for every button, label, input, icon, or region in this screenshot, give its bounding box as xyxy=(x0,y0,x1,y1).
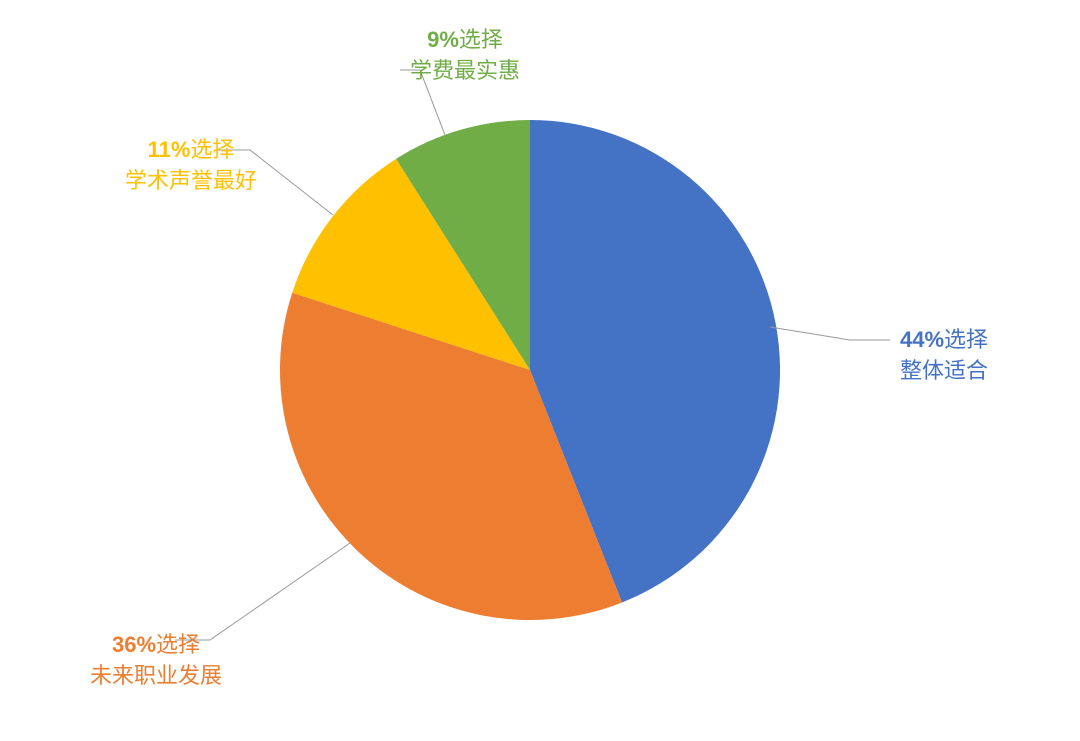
slice-label-line1: 11%选择 xyxy=(125,135,257,166)
slice-label-tuition: 9%选择学费最实惠 xyxy=(410,25,520,87)
slice-line1-suffix: 选择 xyxy=(156,632,200,657)
slice-line1-suffix: 选择 xyxy=(190,137,234,162)
slice-label-line2: 整体适合 xyxy=(900,356,988,387)
slice-label-career: 36%选择未来职业发展 xyxy=(90,630,222,692)
leader-line-overall xyxy=(770,327,890,340)
slice-line1-suffix: 选择 xyxy=(459,27,503,52)
pie-chart-svg xyxy=(280,120,780,620)
slice-percent: 11% xyxy=(148,137,191,162)
slice-label-line1: 9%选择 xyxy=(410,25,520,56)
slice-label-line2: 学费最实惠 xyxy=(410,56,520,87)
slice-percent: 9% xyxy=(427,27,459,52)
slice-label-line2: 未来职业发展 xyxy=(90,661,222,692)
slice-label-reputation: 11%选择学术声誉最好 xyxy=(125,135,257,197)
slice-label-line1: 36%选择 xyxy=(90,630,222,661)
slice-percent: 36% xyxy=(112,632,156,657)
slice-line1-suffix: 选择 xyxy=(944,327,988,352)
slice-percent: 44% xyxy=(900,327,944,352)
slice-label-overall: 44%选择整体适合 xyxy=(900,325,988,387)
slice-label-line1: 44%选择 xyxy=(900,325,988,356)
slice-label-line2: 学术声誉最好 xyxy=(125,166,257,197)
pie-chart-container: 44%选择整体适合36%选择未来职业发展11%选择学术声誉最好9%选择学费最实惠 xyxy=(0,0,1080,741)
